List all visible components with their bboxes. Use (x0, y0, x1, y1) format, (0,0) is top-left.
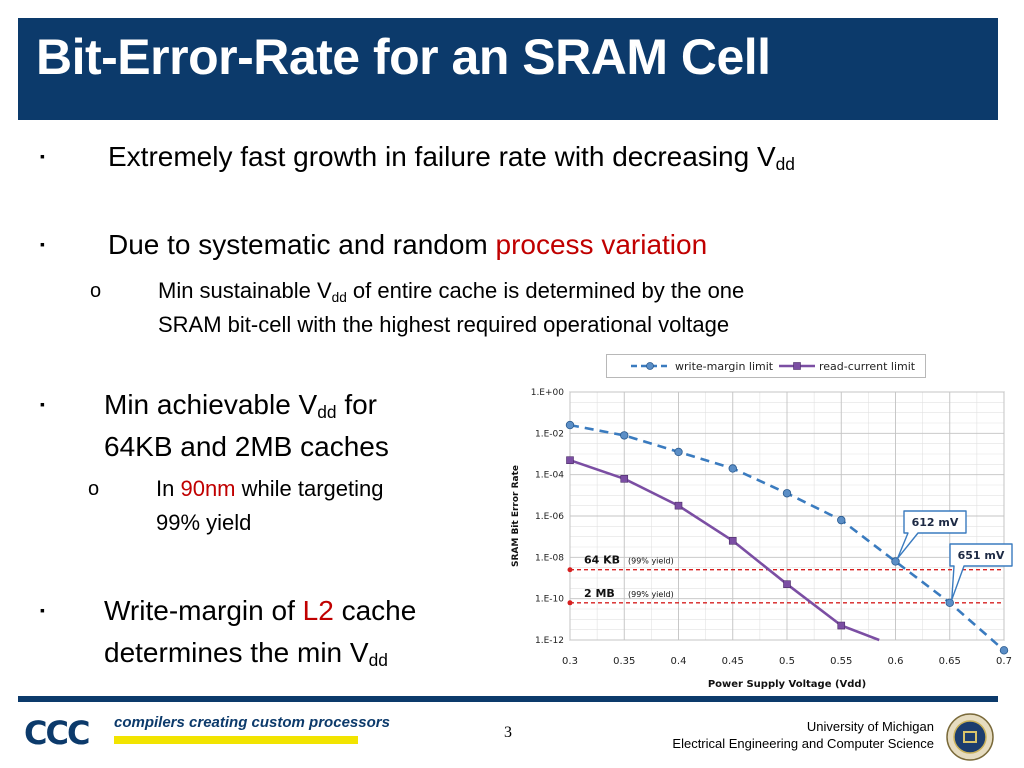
bullet-4-line1: Write-margin of L2 cache (104, 595, 417, 626)
callout-bubble (896, 510, 967, 560)
reference-line-label: 64 KB (584, 554, 620, 567)
callout-label: 651 mV (958, 549, 1005, 562)
reference-line-start-dot (567, 567, 573, 573)
x-tick-label: 0.35 (613, 656, 635, 667)
legend-label-read-current: read-current limit (819, 360, 916, 373)
x-tick-label: 0.55 (830, 656, 852, 667)
y-tick-label: 1.E+00 (531, 388, 565, 398)
slide-title: Bit-Error-Rate for an SRAM Cell (36, 29, 771, 85)
sub-bullet-3-line2: 99% yield (156, 510, 252, 535)
bullet-4-line2: determines the min Vdd (104, 637, 388, 670)
legend-label-write-margin: write-margin limit (675, 360, 774, 373)
tagline-underline (114, 736, 358, 744)
reference-line-label: 2 MB (584, 587, 615, 600)
y-tick-label: 1.E-02 (535, 429, 564, 439)
x-tick-label: 0.5 (779, 656, 795, 667)
bullet-1: Extremely fast growth in failure rate wi… (108, 141, 795, 174)
data-point-write-margin (782, 489, 792, 498)
y-tick-label: 1.E-04 (535, 471, 564, 481)
title-bar: Bit-Error-Rate for an SRAM Cell (18, 18, 998, 120)
ccc-tagline: compilers creating custom processors (114, 714, 390, 731)
sub-bullet-2-line1: Min sustainable Vdd of entire cache is d… (158, 278, 745, 305)
legend-svg: write-margin limit read-current limit (631, 360, 916, 373)
x-tick-label: 0.7 (996, 656, 1012, 667)
y-tick-label: 1.E-12 (535, 636, 564, 646)
sub-bullet-3-line1: In 90nm while targeting (156, 476, 384, 501)
data-point-read-current (837, 621, 846, 630)
bullet-marker: ▪ (40, 396, 45, 412)
data-point-read-current (674, 501, 683, 510)
highlight-90nm: 90nm (180, 476, 236, 501)
data-point-read-current (566, 456, 574, 464)
bullet-marker: ▪ (40, 148, 45, 164)
bullet-marker: ▪ (40, 236, 45, 252)
chart-legend: write-margin limit read-current limit (606, 354, 926, 378)
data-point-read-current (620, 475, 629, 483)
bullet-3-line2: 64KB and 2MB caches (104, 431, 389, 462)
x-tick-label: 0.4 (671, 656, 687, 667)
callout-bubble (949, 543, 1013, 601)
callout: 612 mV (896, 510, 967, 560)
data-point-write-margin (837, 515, 846, 525)
data-point-write-margin (999, 646, 1009, 655)
reference-line-start-dot (567, 600, 573, 606)
ccc-logo: CCC (24, 714, 90, 752)
x-axis-title: Power Supply Voltage (Vdd) (708, 679, 866, 690)
callout-label: 612 mV (912, 516, 959, 529)
highlight-l2: L2 (302, 595, 334, 626)
sub-bullet-marker: o (88, 478, 100, 500)
university-name: University of Michigan (806, 719, 934, 734)
bullet-2: Due to systematic and random process var… (108, 229, 708, 260)
y-tick-label: 1.E-06 (535, 512, 564, 522)
ber-chart: 1.E+00 1.E-02 1.E-04 1.E-06 1.E-08 1.E-10 1.E-… (511, 388, 1013, 690)
page-number: 3 (504, 724, 512, 741)
sub-bullet-2-line2: SRAM bit-cell with the highest required … (158, 312, 730, 337)
sub-bullet-marker: o (90, 280, 102, 302)
data-point-write-margin (565, 420, 575, 430)
data-point-write-margin (945, 598, 954, 607)
y-tick-label: 1.E-10 (535, 595, 564, 605)
x-tick-label: 0.6 (888, 656, 904, 667)
data-point-read-current (783, 580, 791, 588)
department-name: Electrical Engineering and Computer Scie… (672, 736, 934, 751)
data-point-write-margin (620, 431, 629, 440)
x-tick-label: 0.65 (939, 656, 961, 667)
reference-line-note: (99% yield) (628, 557, 674, 566)
data-point-read-current (728, 537, 737, 545)
footer-divider (18, 696, 998, 702)
x-tick-label: 0.3 (562, 656, 578, 667)
highlight-process-variation: process variation (495, 229, 708, 260)
data-point-write-margin (728, 464, 737, 473)
university-block: University of Michigan Electrical Engine… (672, 718, 934, 752)
bullet-marker: ▪ (40, 602, 45, 618)
reference-line-note: (99% yield) (628, 590, 674, 599)
y-axis-title: SRAM Bit Error Rate (511, 465, 521, 567)
legend-marker-write-margin (646, 362, 654, 370)
bullet-3-line1: Min achievable Vdd for (104, 389, 378, 422)
data-point-write-margin (674, 447, 683, 457)
legend-marker-read-current (793, 362, 801, 370)
data-point-write-margin (891, 557, 900, 566)
x-tick-label: 0.45 (722, 656, 744, 667)
callout: 651 mV (949, 543, 1013, 601)
y-tick-label: 1.E-08 (535, 553, 564, 563)
university-seal-icon (946, 713, 994, 761)
